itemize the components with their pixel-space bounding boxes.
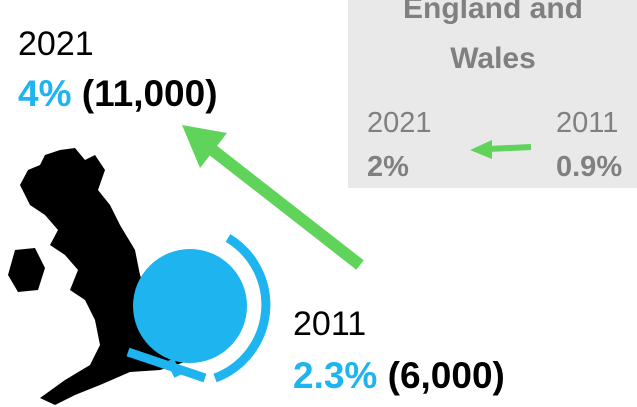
current-figure: 4% (11,000): [18, 73, 218, 114]
globe-icon: [126, 234, 271, 383]
current-count: (11,000): [82, 73, 218, 114]
current-percent: 4%: [18, 73, 71, 114]
previous-figure: 2.3% (6,000): [293, 355, 505, 396]
panel-current-year: 2021: [367, 107, 432, 139]
small-arrow: [470, 140, 532, 159]
panel-title: Wales: [450, 42, 536, 75]
previous-percent: 2.3%: [293, 355, 377, 396]
current-year: 2021: [18, 25, 94, 63]
big-arrow: [182, 125, 364, 270]
panel-current-percent: 2%: [367, 151, 409, 183]
panel-previous-percent: 0.9%: [556, 151, 622, 183]
previous-year: 2011: [293, 305, 366, 343]
panel-previous-year: 2011: [556, 107, 618, 139]
uk-map: [8, 148, 185, 405]
previous-count: (6,000): [388, 355, 505, 396]
comparison-panel: [348, 0, 637, 188]
panel-title: England and: [403, 0, 583, 25]
